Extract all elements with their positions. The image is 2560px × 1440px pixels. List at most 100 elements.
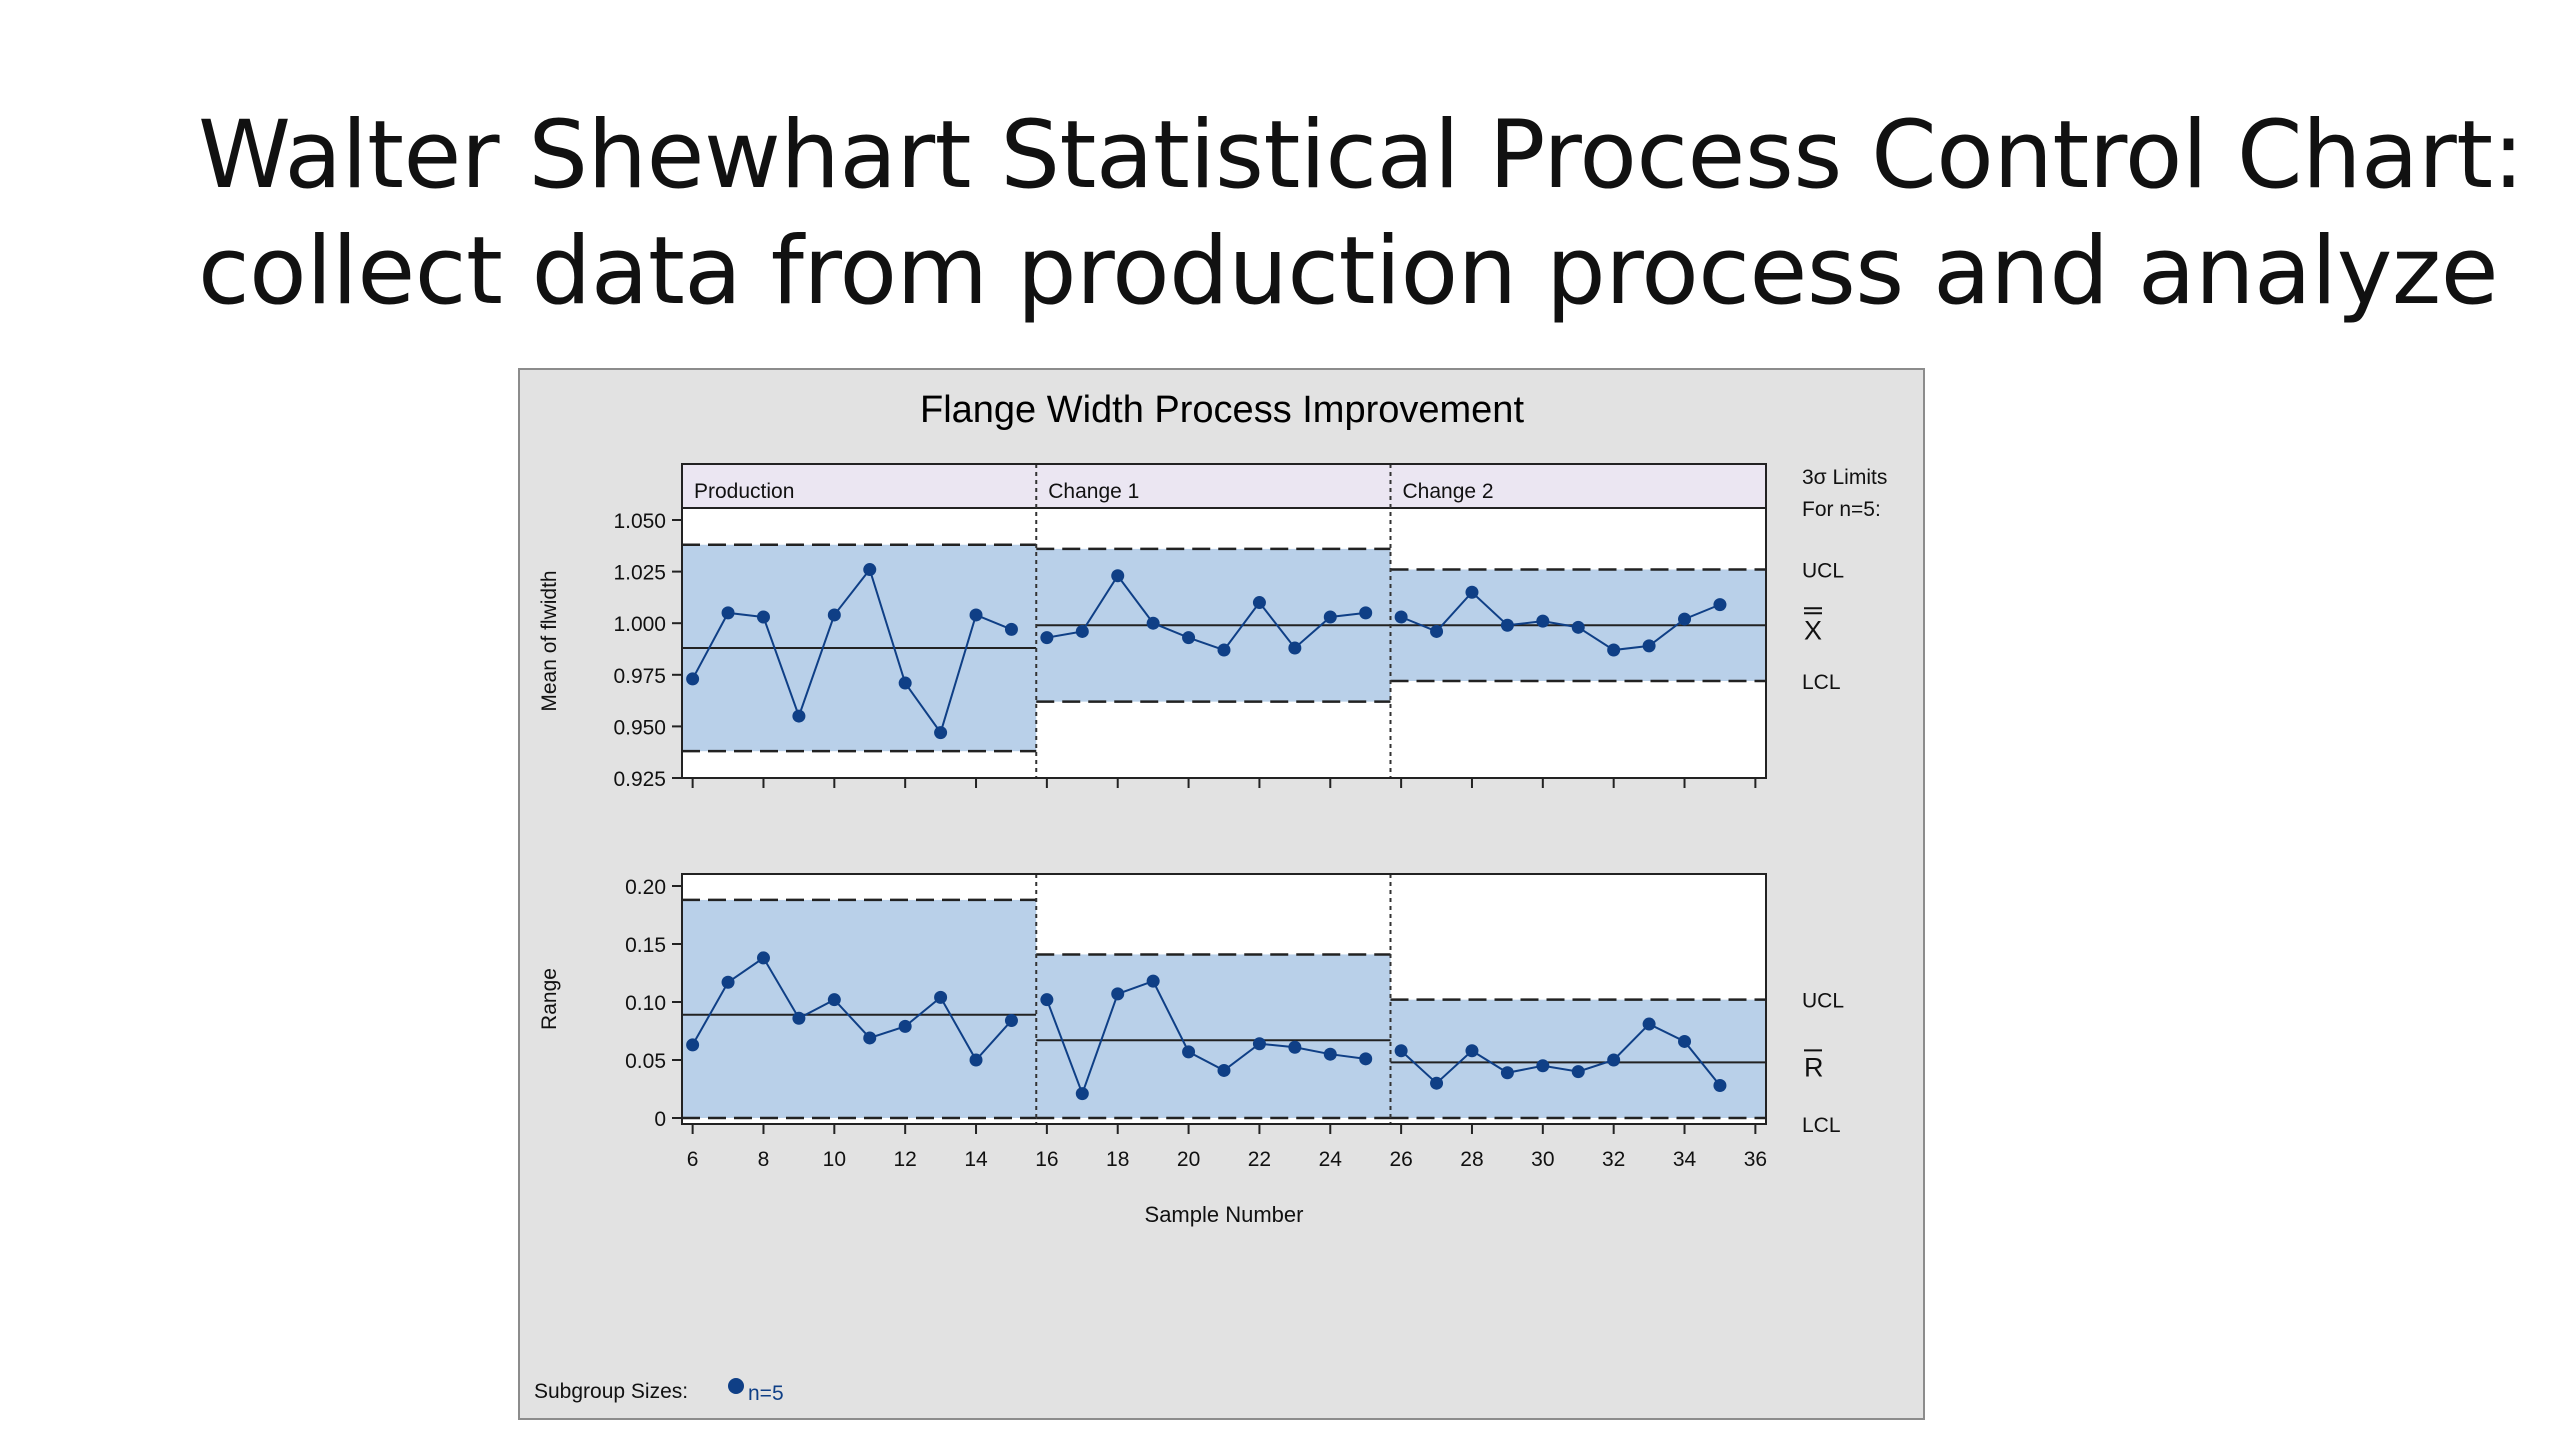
range-data-point: [1642, 1017, 1656, 1031]
x-tick-label: 32: [1602, 1148, 1625, 1171]
range-data-point: [1394, 1044, 1408, 1058]
mean-y-tick-label: 1.050: [613, 510, 666, 533]
range-data-point: [1146, 974, 1160, 988]
slide-title-line-1: Walter Shewhart Statistical Process Cont…: [198, 101, 2524, 210]
mean-data-point: [1217, 643, 1231, 657]
mean-data-point: [1500, 618, 1514, 632]
x-tick-label: 28: [1460, 1148, 1483, 1171]
mean-data-point: [686, 672, 700, 686]
range-data-point: [686, 1038, 700, 1052]
mean-data-point: [1713, 598, 1727, 612]
mean-data-point: [863, 563, 877, 577]
x-tick-label: 16: [1035, 1148, 1058, 1171]
mean-data-point: [1642, 639, 1656, 653]
mean-data-point: [1075, 624, 1089, 638]
mean-y-tick-label: 1.025: [613, 562, 666, 585]
range-y-tick-label: 0.10: [625, 992, 666, 1015]
x-axis-label: Sample Number: [1145, 1202, 1304, 1227]
mean-series-line: [691, 567, 1012, 735]
range-data-point: [898, 1019, 912, 1033]
range-data-point: [792, 1011, 806, 1025]
range-plot-border: [681, 873, 1767, 1125]
mean-data-point: [1323, 610, 1337, 624]
mean-data-point: [1288, 641, 1302, 655]
range-series-line: [1400, 1022, 1721, 1087]
mean-data-point: [1146, 616, 1160, 630]
limits-n-label: For n=5:: [1802, 498, 1881, 521]
mean-data-point: [1430, 624, 1444, 638]
range-data-point: [1040, 993, 1054, 1007]
range-data-point: [1607, 1053, 1621, 1067]
mean-data-point: [1252, 596, 1266, 610]
mean-y-tick-label: 0.975: [613, 665, 666, 688]
range-data-point: [1004, 1014, 1018, 1028]
x-tick-label: 30: [1531, 1148, 1554, 1171]
mean-data-point: [1004, 622, 1018, 636]
range-data-point: [1359, 1052, 1373, 1066]
mean-center-label: X: [1804, 615, 1822, 645]
subgroup-sizes-label: Subgroup Sizes:: [534, 1380, 688, 1403]
range-y-tick-label: 0.15: [625, 934, 666, 957]
mean-data-point: [1111, 569, 1125, 583]
phase-header-strip: [681, 463, 1767, 509]
range-data-point: [1571, 1065, 1585, 1079]
phase-label: Production: [694, 480, 794, 503]
x-tick-label: 24: [1319, 1148, 1343, 1171]
range-data-point: [1323, 1047, 1337, 1061]
range-data-point: [1713, 1079, 1727, 1093]
range-data-point: [756, 951, 770, 965]
mean-data-point: [1394, 610, 1408, 624]
mean-data-point: [1040, 631, 1054, 645]
mean-ucl-label: UCL: [1802, 560, 1844, 583]
mean-data-point: [898, 676, 912, 690]
range-series-line: [1045, 979, 1366, 1097]
mean-data-point: [1607, 643, 1621, 657]
range-data-point: [1500, 1066, 1514, 1080]
x-tick-label: 20: [1177, 1148, 1200, 1171]
range-y-axis-label: Range: [538, 968, 561, 1030]
x-tick-label: 22: [1248, 1148, 1271, 1171]
range-data-point: [863, 1031, 877, 1045]
slide-title: Walter Shewhart Statistical Process Cont…: [198, 98, 2524, 330]
mean-data-point: [756, 610, 770, 624]
range-data-point: [1252, 1037, 1266, 1051]
legend-marker-icon: [728, 1378, 744, 1394]
range-data-point: [1430, 1076, 1444, 1090]
mean-data-point: [721, 606, 735, 620]
phase-label: Change 2: [1402, 480, 1493, 503]
mean-y-tick-label: 1.000: [613, 613, 666, 636]
range-data-point: [969, 1053, 983, 1067]
range-control-band: [1036, 954, 1391, 1118]
x-tick-label: 8: [758, 1148, 770, 1171]
mean-data-point: [1182, 631, 1196, 645]
subgroup-size-legend: n=5: [748, 1382, 784, 1405]
mean-plot-border: [681, 463, 1767, 779]
range-series-line: [691, 956, 1013, 1062]
range-data-point: [1678, 1034, 1692, 1048]
range-data-point: [1182, 1045, 1196, 1059]
mean-data-point: [1536, 614, 1550, 628]
x-tick-label: 12: [893, 1148, 916, 1171]
mean-y-axis-label: Mean of flwidth: [538, 570, 561, 711]
range-y-tick-label: 0.05: [625, 1050, 666, 1073]
range-data-point: [1465, 1044, 1479, 1058]
range-data-point: [1288, 1040, 1302, 1054]
range-ucl-label: UCL: [1802, 990, 1844, 1013]
mean-data-point: [1678, 612, 1692, 626]
x-tick-label: 10: [823, 1148, 846, 1171]
mean-data-point: [934, 726, 948, 740]
range-data-point: [1111, 987, 1125, 1001]
mean-y-tick-label: 0.925: [613, 768, 666, 791]
mean-data-point: [1571, 620, 1585, 634]
range-lcl-label: LCL: [1802, 1114, 1841, 1137]
range-control-band: [682, 899, 1037, 1118]
range-data-point: [934, 990, 948, 1004]
x-tick-label: 36: [1744, 1148, 1767, 1171]
x-tick-label: 6: [687, 1148, 699, 1171]
mean-y-tick-label: 0.950: [613, 716, 666, 739]
range-data-point: [1536, 1059, 1550, 1073]
mean-series-line: [1046, 573, 1366, 652]
mean-data-point: [792, 709, 806, 723]
mean-data-point: [827, 608, 841, 622]
range-control-band: [1390, 999, 1766, 1118]
